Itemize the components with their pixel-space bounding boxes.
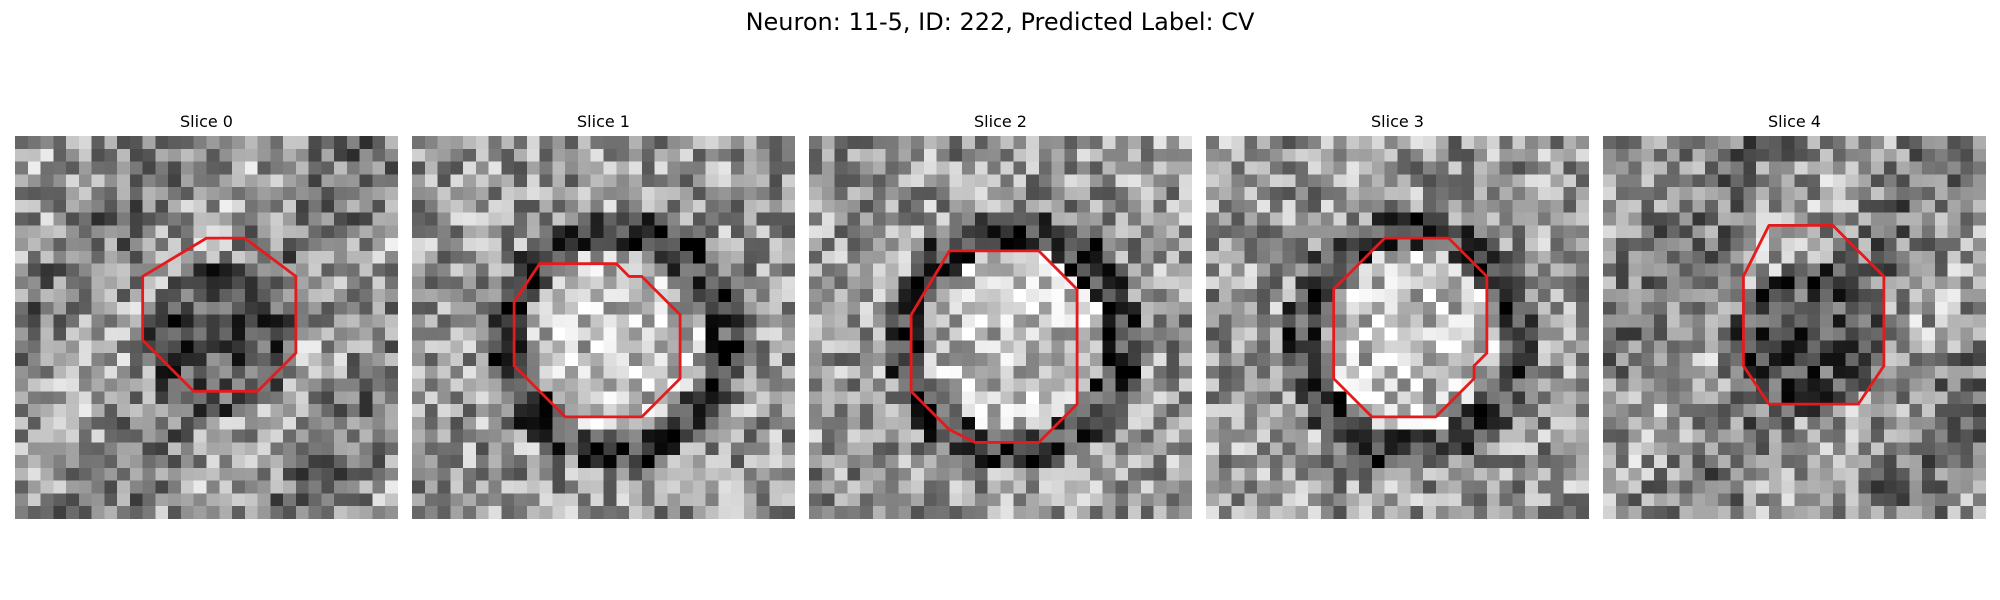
contour-line-4 — [1742, 223, 1886, 406]
slice-title-1: Slice 1 — [577, 112, 630, 131]
slice-image-2 — [809, 136, 1192, 519]
slice-title-3: Slice 3 — [1371, 112, 1424, 131]
slice-image-3 — [1206, 136, 1589, 519]
contour-line-0 — [141, 236, 298, 393]
slice-contour-4 — [1742, 223, 1886, 406]
slice-contour-3 — [1332, 236, 1489, 419]
slice-contour-0 — [141, 236, 298, 393]
slice-title-2: Slice 2 — [974, 112, 1027, 131]
slice-contour-1 — [512, 262, 682, 419]
slice-title-0: Slice 0 — [180, 112, 233, 131]
slice-image-0 — [15, 136, 398, 519]
figure-title: Neuron: 11-5, ID: 222, Predicted Label: … — [745, 8, 1255, 36]
slice-contour-2 — [909, 249, 1079, 444]
slice-title-4: Slice 4 — [1768, 112, 1821, 131]
slice-panel-3: Slice 3 — [1206, 108, 1589, 519]
contour-line-3 — [1332, 236, 1489, 419]
slice-image-4 — [1603, 136, 1986, 519]
slice-panel-1: Slice 1 — [412, 108, 795, 519]
slice-panel-4: Slice 4 — [1603, 108, 1986, 519]
slice-image-1 — [412, 136, 795, 519]
contour-line-2 — [909, 249, 1079, 444]
slice-panel-0: Slice 0 — [15, 108, 398, 519]
slice-panel-2: Slice 2 — [809, 108, 1192, 519]
contour-line-1 — [512, 262, 682, 419]
